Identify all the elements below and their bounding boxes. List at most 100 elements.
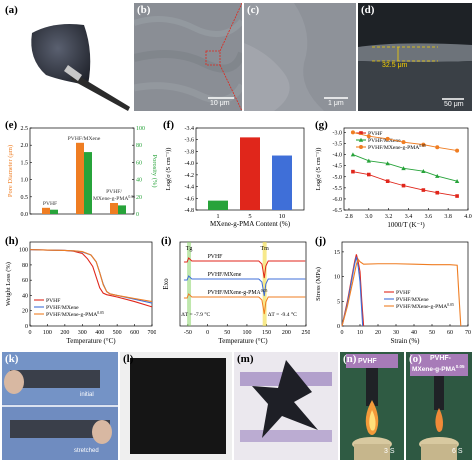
i-series-line-1: [183, 275, 306, 297]
e-category-label: PVHF/: [106, 189, 122, 195]
composite-sample-sup: 0.05: [455, 364, 465, 369]
f-ylabel: Log(σ (S cm⁻¹)): [165, 148, 172, 191]
g-ylabel: Log(σ (S cm⁻¹)): [315, 148, 322, 191]
sem-cross-section-image: [358, 3, 472, 111]
g-marker-circle: [435, 145, 440, 150]
h-legend-2-sup: 0.05: [97, 311, 104, 315]
e-y-right-tick-label: 40: [136, 178, 142, 184]
sem-panel-d: (d) 32.5 μm 50 μm: [358, 3, 472, 111]
e-y-right-tick-label: 20: [136, 195, 142, 201]
e-category-label: MXene-g-PMA0.05: [93, 195, 135, 202]
composite-sample-name: MXene-g-PMA: [412, 366, 456, 374]
e-bar-porosity-2: [118, 205, 126, 214]
g-x-tick-label: 3.2: [385, 214, 393, 220]
f-x-tick-label: 10: [279, 213, 286, 220]
i-series-label-1: PVHF/MXene: [208, 272, 242, 278]
h-legend-0-label: PVHF: [46, 298, 60, 304]
panel-label-f: (f): [163, 119, 174, 131]
g-legend-0-label: PVHF: [368, 131, 382, 137]
i-x-tick-label: 0: [206, 330, 209, 336]
e-category-sup: 0.05: [128, 195, 135, 199]
g-marker-triangle: [366, 158, 371, 163]
pore-porosity-chart: 0.0 0.5 1.0 1.5 2.0 2.5 0 20 40 60 80 100 Pore Diame…: [7, 126, 158, 218]
chart-panel-i: -50 0 50 100 150 200 250 Exo Temperature (°C) PVH…: [158, 234, 310, 346]
g-y-tick-label: -5.0: [333, 175, 343, 181]
g-marker-triangle: [358, 137, 364, 142]
panel-label-i: (i): [161, 235, 172, 247]
burn-test-photo-composite: [406, 352, 472, 460]
sem-panel-c: (c) 1 μm: [244, 3, 356, 111]
g-y-tick-label: -3.5: [333, 142, 343, 148]
panel-label-m: (m): [237, 353, 254, 365]
composite-sample-label-2: MXene-g-PMA0.05: [412, 364, 464, 373]
e-category-label: PVHF: [43, 201, 57, 207]
g-marker-triangle: [401, 166, 406, 171]
e-y-tick-label: 2.5: [21, 126, 29, 132]
chart-panel-j: 0 5 10 15 0 10 20 30 40 50 60 70 Stress (MPa) Strain …: [312, 234, 472, 346]
sem-panel-b: (b) 10 μm: [134, 3, 242, 111]
j-x-tick-label: 70: [465, 330, 471, 336]
panel-label-k: (k): [5, 353, 19, 365]
photo-panel-m: (m): [234, 352, 338, 460]
e-bar-porosity-1: [84, 152, 92, 214]
f-y-tick-label: -4.4: [185, 185, 195, 191]
g-marker-circle: [421, 142, 426, 147]
large-membrane-photo: [120, 352, 232, 460]
g-marker-circle: [401, 140, 406, 145]
e-bar-pore-1: [76, 142, 84, 214]
i-x-tick-label: 200: [282, 330, 291, 336]
i-series-line-0: [183, 257, 306, 279]
f-y-tick-label: -4.8: [185, 208, 195, 214]
g-x-tick-label: 3.4: [405, 214, 413, 220]
g-y-tick-label: -6.0: [333, 197, 343, 203]
g-x-tick-label: 4.0: [464, 214, 472, 220]
g-y-tick-label: -5.5: [333, 186, 343, 192]
initial-label: initial: [80, 392, 94, 398]
h-y-tick-label: 100: [19, 248, 28, 254]
arrhenius-chart: -6.5 -6.0 -5.5 -5.0 -4.5 -4.0 -3.5 -3.0 2.8 3.0 3.…: [315, 127, 472, 229]
j-x-tick-label: 10: [357, 330, 363, 336]
f-y-tick-label: -3.4: [185, 126, 195, 132]
g-marker-circle: [366, 134, 371, 139]
g-marker-triangle: [350, 152, 356, 157]
e-category-label: PVHF/MXene: [68, 136, 101, 142]
j-legend-2-label: PVHF/MXene-g-PMA0.05: [396, 303, 454, 310]
h-series-line-1: [29, 249, 153, 304]
stress-strain-chart: 0 5 10 15 0 10 20 30 40 50 60 70 Stress (MPa) Strain …: [315, 241, 471, 345]
photo-panel-k: (k) initial stretched: [2, 352, 118, 460]
g-x-tick-label: 3.8: [444, 214, 452, 220]
i-delta-tg: ΔT = -7.9 °C: [181, 311, 210, 318]
h-x-tick-label: 500: [113, 330, 122, 336]
g-xlabel: 1000/T (K⁻¹): [387, 221, 425, 229]
g-marker-square: [367, 172, 371, 177]
stretched-label: stretched: [74, 448, 99, 454]
g-y-tick-label: -4.0: [333, 153, 343, 159]
g-marker-square: [351, 169, 355, 174]
j-legend-1-label: PVHF/MXene: [396, 297, 429, 303]
j-y-tick-label: 5: [337, 299, 340, 305]
i-x-tick-label: 50: [224, 330, 230, 336]
photo-panel-l: (l): [120, 352, 232, 460]
tga-chart: 0 20 40 60 80 100 0 100 200 300 400 500 600 700 Weight…: [5, 241, 156, 345]
j-x-tick-label: 40: [411, 330, 417, 336]
j-series-line-1: [341, 256, 364, 327]
j-y-tick-label: 15: [334, 250, 340, 256]
g-legend-2-sup: 0.05: [419, 144, 426, 148]
e-y-right-tick-label: 0: [136, 212, 139, 218]
dsc-chart: -50 0 50 100 150 200 250 Exo Temperature (°C) PVH…: [162, 241, 310, 345]
i-series-sup: 0.05: [261, 289, 268, 293]
pvhf-sample-label: PVHF: [358, 358, 377, 365]
f-x-tick-label: 5: [248, 213, 251, 220]
i-tg-band: [187, 242, 192, 326]
panel-label-g: (g): [315, 119, 328, 131]
i-series-label-0: PVHF: [208, 254, 224, 260]
j-ylabel: Stress (MPa): [315, 267, 322, 301]
g-marker-circle: [359, 145, 363, 149]
chart-panel-h: 0 20 40 60 80 100 0 100 200 300 400 500 600 700 Weight…: [2, 234, 156, 346]
j-x-tick-label: 50: [429, 330, 435, 336]
e-y-tick-label: 0.5: [21, 195, 29, 201]
e-y-tick-label: 0.0: [21, 212, 29, 218]
h-x-tick-label: 200: [60, 330, 69, 336]
e-y-tick-label: 1.5: [21, 160, 29, 166]
g-marker-triangle: [421, 169, 426, 174]
